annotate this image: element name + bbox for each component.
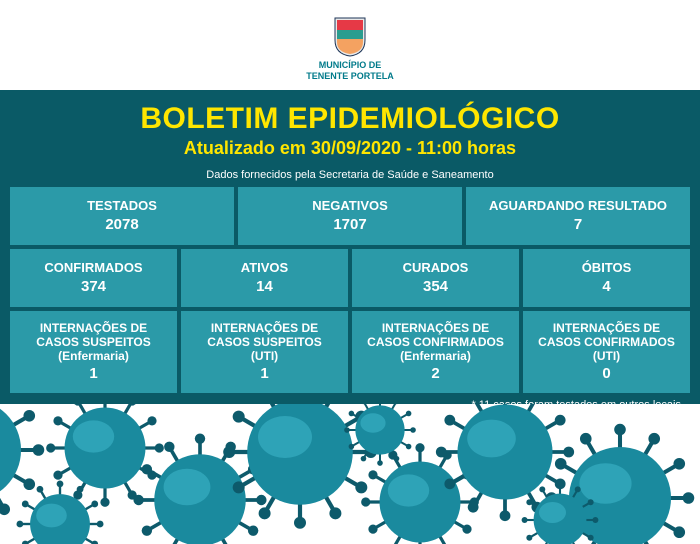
municipal-crest-icon	[333, 16, 367, 58]
virus-decoration-band	[0, 404, 700, 544]
cell-label: CONFIRMADOS	[44, 261, 142, 276]
cell-intern-susp-uti: INTERNAÇÕES DE CASOS SUSPEITOS (UTI) 1	[181, 311, 348, 393]
cell-aguardando: AGUARDANDO RESULTADO 7	[466, 187, 690, 245]
cell-label-l2: CASOS SUSPEITOS	[207, 336, 321, 350]
cell-sub: (UTI)	[593, 349, 620, 363]
cell-sub: (Enfermaria)	[400, 349, 471, 363]
cell-label: ATIVOS	[241, 261, 288, 276]
cell-value: 1	[260, 365, 268, 382]
cell-intern-susp-enf: INTERNAÇÕES DE CASOS SUSPEITOS (Enfermar…	[10, 311, 177, 393]
cell-sub: (Enfermaria)	[58, 349, 129, 363]
cell-label-l1: INTERNAÇÕES DE	[553, 322, 660, 336]
cell-negativos: NEGATIVOS 1707	[238, 187, 462, 245]
municipality-line1: MUNICÍPIO DE	[306, 60, 394, 71]
cell-intern-conf-uti: INTERNAÇÕES DE CASOS CONFIRMADOS (UTI) 0	[523, 311, 690, 393]
cell-label-l2: CASOS SUSPEITOS	[36, 336, 150, 350]
cell-value: 2	[431, 365, 439, 382]
cell-testados: TESTADOS 2078	[10, 187, 234, 245]
cell-value: 7	[574, 216, 582, 233]
municipality-name: MUNICÍPIO DE TENENTE PORTELA	[306, 60, 394, 82]
cell-ativos: ATIVOS 14	[181, 249, 348, 307]
stats-grid: TESTADOS 2078 NEGATIVOS 1707 AGUARDANDO …	[10, 187, 690, 393]
header: MUNICÍPIO DE TENENTE PORTELA	[0, 0, 700, 90]
cell-value: 14	[256, 278, 273, 295]
cell-curados: CURADOS 354	[352, 249, 519, 307]
cell-label-l1: INTERNAÇÕES DE	[382, 322, 489, 336]
cell-label: CURADOS	[403, 261, 469, 276]
data-source-text: Dados fornecidos pela Secretaria de Saúd…	[10, 169, 690, 181]
cell-label-l2: CASOS CONFIRMADOS	[367, 336, 504, 350]
cell-value: 4	[602, 278, 610, 295]
cell-obitos: ÓBITOS 4	[523, 249, 690, 307]
cell-label: AGUARDANDO RESULTADO	[489, 199, 667, 214]
municipality-line2: TENENTE PORTELA	[306, 71, 394, 82]
cell-label-l1: INTERNAÇÕES DE	[211, 322, 318, 336]
bulletin-title: BOLETIM EPIDEMIOLÓGICO	[10, 102, 690, 136]
cell-label: NEGATIVOS	[312, 199, 388, 214]
stats-row-1: TESTADOS 2078 NEGATIVOS 1707 AGUARDANDO …	[10, 187, 690, 245]
cell-value: 1707	[333, 216, 366, 233]
cell-value: 354	[423, 278, 448, 295]
cell-value: 374	[81, 278, 106, 295]
cell-label-l2: CASOS CONFIRMADOS	[538, 336, 675, 350]
stats-row-3: INTERNAÇÕES DE CASOS SUSPEITOS (Enfermar…	[10, 311, 690, 393]
stats-row-2: CONFIRMADOS 374 ATIVOS 14 CURADOS 354 ÓB…	[10, 249, 690, 307]
cell-value: 1	[89, 365, 97, 382]
cell-label: TESTADOS	[87, 199, 157, 214]
cell-intern-conf-enf: INTERNAÇÕES DE CASOS CONFIRMADOS (Enferm…	[352, 311, 519, 393]
cell-confirmados: CONFIRMADOS 374	[10, 249, 177, 307]
cell-label: ÓBITOS	[582, 261, 632, 276]
bulletin-subtitle: Atualizado em 30/09/2020 - 11:00 horas	[10, 138, 690, 159]
virus-icons	[0, 404, 700, 544]
cell-sub: (UTI)	[251, 349, 278, 363]
cell-value: 0	[602, 365, 610, 382]
cell-value: 2078	[105, 216, 138, 233]
cell-label-l1: INTERNAÇÕES DE	[40, 322, 147, 336]
